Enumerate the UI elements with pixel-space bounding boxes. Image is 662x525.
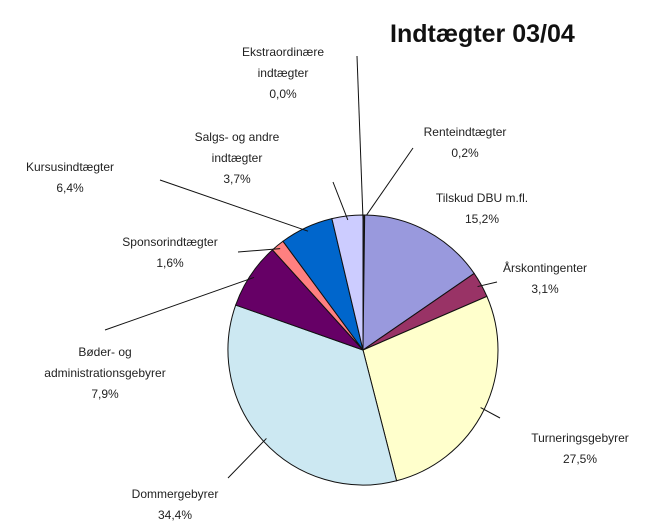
value-label: 27,5%	[562, 452, 598, 466]
category-label: Salgs- og andre indtægter	[194, 130, 280, 165]
slice-label: Tilskud DBU m.fl. 15,2%	[436, 188, 528, 230]
slice-label: Dommergebyrer 34,4%	[132, 484, 219, 525]
category-label: Tilskud DBU m.fl.	[435, 191, 529, 205]
category-label: Ekstraordinære indtægter	[241, 45, 325, 80]
value-label: 0,0%	[269, 87, 297, 101]
leader-line	[159, 179, 309, 232]
slice-label: Årskontingenter 3,1%	[503, 258, 587, 300]
leader-line	[237, 248, 281, 253]
leader-line	[480, 407, 501, 419]
leader-line	[104, 276, 255, 331]
slice-label: Bøder- og administrationsgebyrer 7,9%	[44, 342, 165, 405]
value-label: 34,4%	[157, 508, 193, 522]
leader-line	[363, 147, 414, 220]
chart-title: Indtægter 03/04	[390, 20, 575, 48]
category-label: Årskontingenter	[502, 261, 588, 275]
category-label: Bøder- og administrationsgebyrer	[44, 345, 166, 380]
value-label: 15,2%	[464, 212, 500, 226]
slice-label: Turneringsgebyrer 27,5%	[531, 428, 629, 470]
leader-line	[332, 181, 349, 221]
leader-line	[227, 438, 267, 479]
category-label: Turneringsgebyrer	[531, 431, 629, 445]
category-label: Dommergebyrer	[131, 487, 219, 501]
slice-label: Renteindtægter 0,2%	[424, 122, 507, 164]
category-label: Kursusindtægter	[25, 160, 115, 174]
slice-label: Sponsorindtægter 1,6%	[122, 232, 217, 274]
leader-line	[356, 55, 364, 220]
pie-slice	[362, 214, 475, 351]
category-label: Renteindtægter	[423, 125, 507, 139]
slice-label: Salgs- og andre indtægter 3,7%	[195, 127, 280, 190]
category-label: Sponsorindtægter	[122, 235, 218, 249]
value-label: 3,1%	[531, 282, 559, 296]
leader-line	[477, 281, 498, 288]
value-label: 7,9%	[91, 387, 119, 401]
value-label: 0,2%	[451, 146, 479, 160]
value-label: 6,4%	[56, 181, 84, 195]
value-label: 1,6%	[156, 256, 184, 270]
value-label: 3,7%	[223, 172, 251, 186]
slice-label: Kursusindtægter 6,4%	[26, 157, 114, 199]
slice-label: Ekstraordinære indtægter 0,0%	[242, 42, 324, 105]
